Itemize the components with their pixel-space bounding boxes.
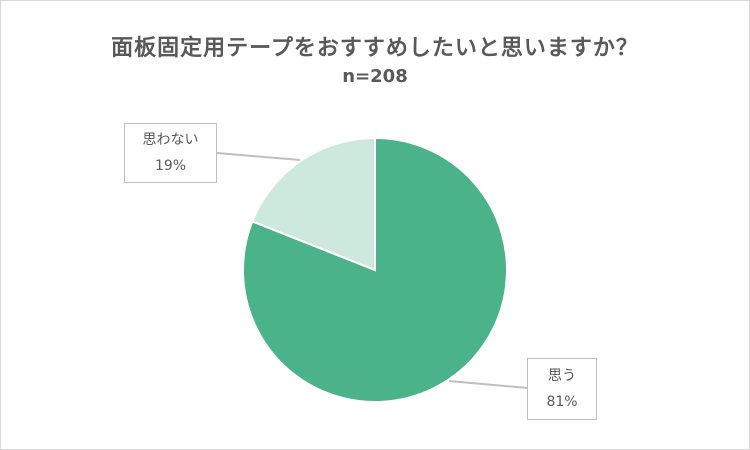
data-label-no: 思わない 19% [124,123,217,183]
pie-slice-no[interactable] [250,136,376,272]
data-label-no-value: 19% [154,158,187,174]
data-label-no-name: 思わない [142,132,199,148]
data-label-yes: 思う 81% [527,358,597,420]
data-label-yes-value: 81% [546,394,578,410]
chart-subtitle: n=208 [342,66,408,87]
leader-line-no [216,152,301,161]
data-label-yes-name: 思う [548,368,576,384]
chart-title: 面板固定用テープをおすすめしたいと思いますか？ [111,36,639,61]
leader-line-yes [448,380,529,389]
